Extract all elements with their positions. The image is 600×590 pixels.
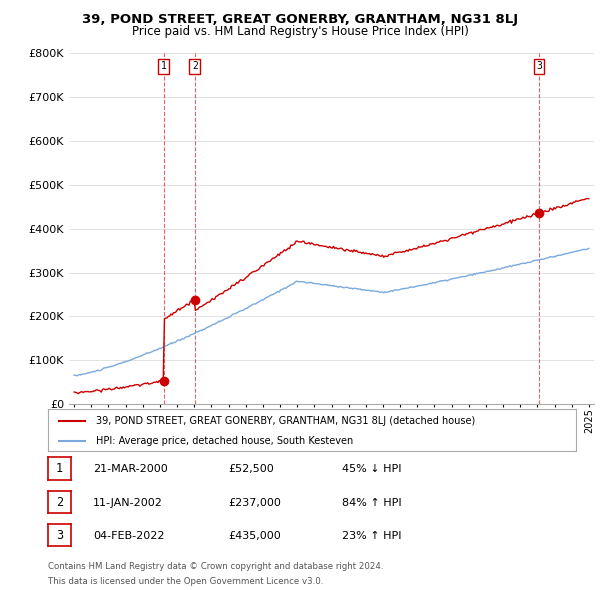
Text: 04-FEB-2022: 04-FEB-2022	[93, 531, 164, 540]
Text: 23% ↑ HPI: 23% ↑ HPI	[342, 531, 401, 540]
Text: Contains HM Land Registry data © Crown copyright and database right 2024.: Contains HM Land Registry data © Crown c…	[48, 562, 383, 571]
Text: 39, POND STREET, GREAT GONERBY, GRANTHAM, NG31 8LJ: 39, POND STREET, GREAT GONERBY, GRANTHAM…	[82, 13, 518, 26]
Text: 45% ↓ HPI: 45% ↓ HPI	[342, 464, 401, 474]
Text: 84% ↑ HPI: 84% ↑ HPI	[342, 498, 401, 507]
Text: Price paid vs. HM Land Registry's House Price Index (HPI): Price paid vs. HM Land Registry's House …	[131, 25, 469, 38]
Text: 2: 2	[56, 496, 63, 509]
Text: 21-MAR-2000: 21-MAR-2000	[93, 464, 168, 474]
Text: 2: 2	[192, 61, 197, 71]
Text: 1: 1	[161, 61, 167, 71]
Text: 3: 3	[536, 61, 542, 71]
Text: £237,000: £237,000	[228, 498, 281, 507]
Text: 3: 3	[56, 529, 63, 542]
Text: 39, POND STREET, GREAT GONERBY, GRANTHAM, NG31 8LJ (detached house): 39, POND STREET, GREAT GONERBY, GRANTHAM…	[95, 416, 475, 426]
Text: This data is licensed under the Open Government Licence v3.0.: This data is licensed under the Open Gov…	[48, 577, 323, 586]
Text: 1: 1	[56, 462, 63, 475]
Text: £52,500: £52,500	[228, 464, 274, 474]
Text: £435,000: £435,000	[228, 531, 281, 540]
Text: HPI: Average price, detached house, South Kesteven: HPI: Average price, detached house, Sout…	[95, 436, 353, 445]
Text: 11-JAN-2002: 11-JAN-2002	[93, 498, 163, 507]
